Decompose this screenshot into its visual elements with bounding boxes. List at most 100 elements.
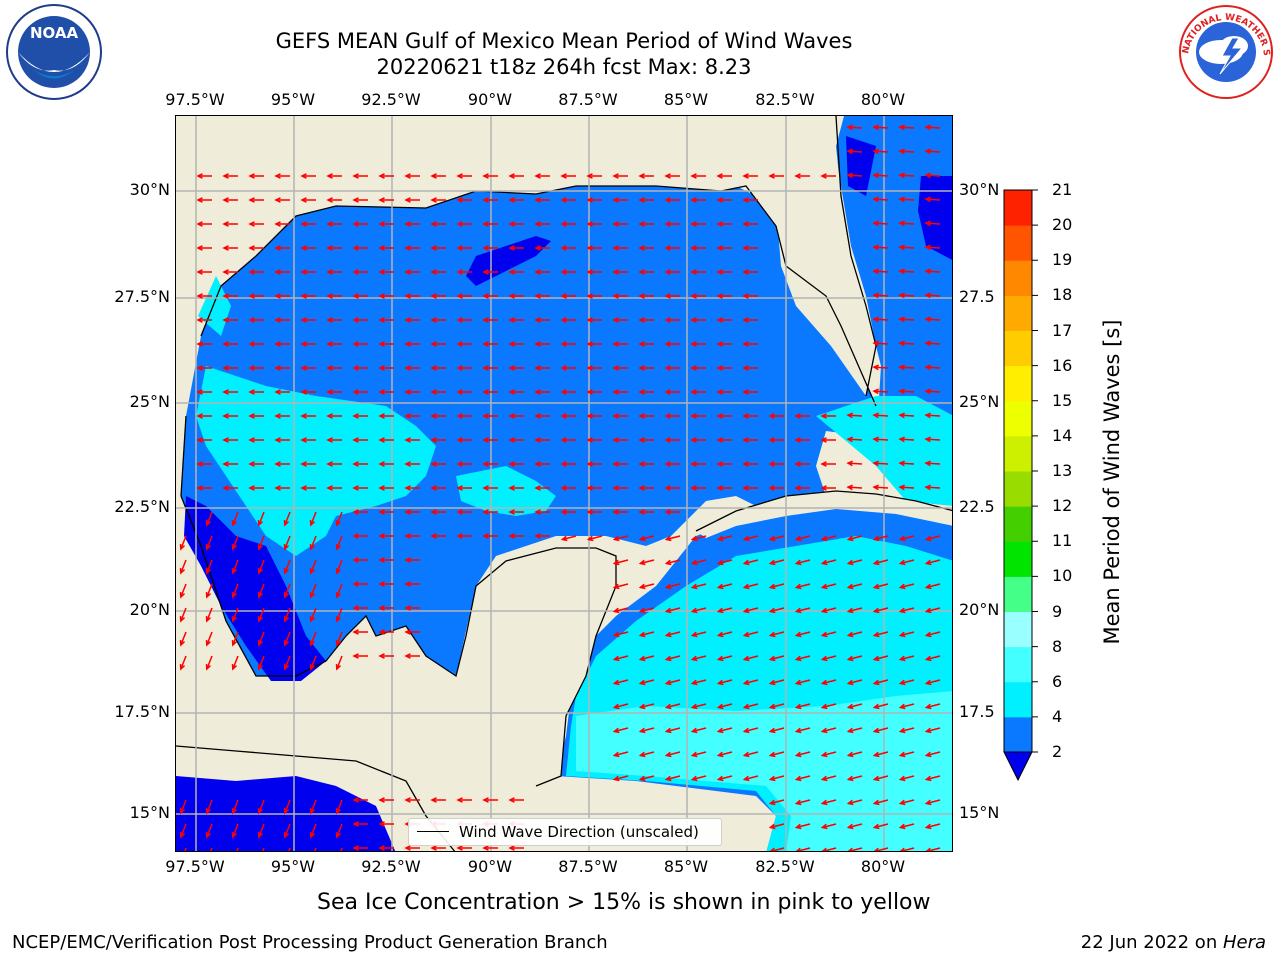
wind-arrow-head xyxy=(430,797,437,803)
wind-arrow-head xyxy=(404,461,411,467)
wind-arrow-head xyxy=(664,389,671,395)
wind-arrow-head xyxy=(821,847,827,851)
wind-arrow-head xyxy=(664,461,671,467)
wind-arrow xyxy=(284,583,291,598)
wind-arrow xyxy=(822,655,837,661)
wind-arrow xyxy=(666,535,681,541)
wind-arrow xyxy=(666,751,681,757)
wind-arrow xyxy=(900,655,915,661)
wind-arrow-head xyxy=(612,221,619,227)
wind-arrow-head xyxy=(924,268,931,275)
wind-arrow-head xyxy=(612,583,620,590)
wind-arrow-head xyxy=(872,148,879,155)
wind-arrow xyxy=(900,631,915,637)
wind-arrow-head xyxy=(716,559,724,566)
wind-arrow-head xyxy=(378,293,385,299)
wind-arrow-head xyxy=(534,341,541,347)
wind-arrow-head xyxy=(898,799,906,806)
wind-arrow-head xyxy=(690,631,698,638)
wind-arrow xyxy=(874,655,889,661)
wind-arrow-head xyxy=(820,607,828,614)
wind-arrow-head xyxy=(794,607,802,614)
wind-arrow-head xyxy=(768,607,776,614)
wind-arrow-head xyxy=(612,631,620,638)
wind-arrow-head xyxy=(404,629,411,635)
colorbar-bin xyxy=(1004,541,1032,577)
wind-arrow-head xyxy=(222,341,229,347)
wind-arrow-head xyxy=(560,535,568,542)
wind-arrow-head xyxy=(898,340,905,347)
wind-arrow-head xyxy=(742,631,750,638)
wind-arrow-head xyxy=(612,679,620,686)
wind-arrow-head xyxy=(716,751,724,758)
wind-arrow-head xyxy=(482,845,489,851)
wind-arrow xyxy=(873,222,889,225)
colorbar-level-label: 18 xyxy=(1052,285,1073,305)
wind-arrow-head xyxy=(638,389,645,395)
wind-arrow-head xyxy=(638,365,645,371)
wind-arrow-head xyxy=(716,389,723,395)
wind-arrow-head xyxy=(560,461,567,467)
wind-arrow-head xyxy=(898,172,905,179)
wind-arrow-head xyxy=(309,831,316,839)
wind-arrow xyxy=(873,342,889,345)
wind-arrow-head xyxy=(742,173,749,179)
wind-arrow-head xyxy=(404,389,411,395)
lat-left-tick: 30°N xyxy=(129,180,170,199)
wind-arrow-head xyxy=(300,245,307,251)
wind-arrow-head xyxy=(794,655,802,662)
wind-arrow-head xyxy=(456,437,463,443)
wind-arrow xyxy=(873,438,889,441)
colorbar-level-label: 8 xyxy=(1052,636,1063,656)
wind-arrow-head xyxy=(612,509,619,515)
wind-arrow-head xyxy=(898,148,905,155)
lat-left-tick: 17.5°N xyxy=(114,702,170,721)
wind-arrow xyxy=(900,727,915,733)
lat-left-tick: 20°N xyxy=(129,600,170,619)
wind-arrow-head xyxy=(690,221,697,227)
wind-arrow xyxy=(692,583,707,589)
lon-tick-bottom: 92.5°W xyxy=(361,857,421,876)
wind-arrow-head xyxy=(456,485,463,491)
wind-arrow-head xyxy=(352,533,359,539)
wind-arrow-head xyxy=(205,543,212,551)
wind-arrow-head xyxy=(534,293,541,299)
wind-arrow-head xyxy=(612,485,619,491)
wind-arrow xyxy=(180,655,187,670)
colorbar-bin xyxy=(1004,435,1032,472)
wind-arrow-head xyxy=(638,173,645,179)
wind-arrow-head xyxy=(768,703,776,710)
wind-arrow-head xyxy=(664,173,671,179)
wind-arrow-head xyxy=(664,317,671,323)
wind-arrow-head xyxy=(430,341,437,347)
wind-arrow xyxy=(206,511,213,526)
wind-arrow-head xyxy=(742,413,749,419)
wind-arrow-head xyxy=(456,845,463,851)
wind-arrow-head xyxy=(508,197,515,203)
wind-arrow-head xyxy=(222,293,229,299)
wind-arrow-head xyxy=(612,341,619,347)
wind-arrow-head xyxy=(898,823,906,830)
wind-arrow-head xyxy=(716,679,724,686)
legend-line-sample xyxy=(417,831,449,832)
wind-arrow xyxy=(926,535,941,541)
wind-arrow-head xyxy=(742,341,749,347)
lat-right-tick: 25°N xyxy=(959,392,1000,411)
wind-arrow xyxy=(899,246,915,249)
wind-arrow-head xyxy=(274,173,281,179)
wind-arrow-head xyxy=(716,197,723,203)
wind-arrow-head xyxy=(690,583,698,590)
wind-arrow-head xyxy=(378,437,385,443)
wind-arrow xyxy=(796,679,811,685)
wind-arrow-head xyxy=(326,221,333,227)
wind-arrow xyxy=(899,150,915,153)
wind-arrow-head xyxy=(309,615,316,623)
wind-arrow xyxy=(900,775,915,781)
wind-arrow xyxy=(822,775,837,781)
wind-arrow-head xyxy=(283,831,290,839)
wind-arrow-head xyxy=(846,823,854,830)
wind-arrow xyxy=(926,727,941,733)
wind-arrow-head xyxy=(872,292,879,299)
wind-arrow-head xyxy=(430,485,437,491)
wind-arrow-head xyxy=(742,559,750,566)
